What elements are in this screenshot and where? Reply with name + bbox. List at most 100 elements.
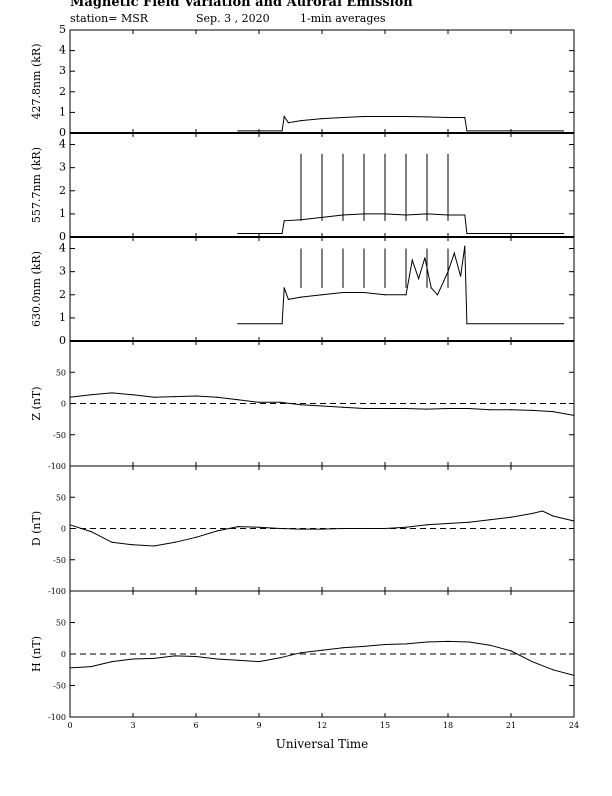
data-point xyxy=(531,660,533,663)
station-label: station= MSR xyxy=(70,12,149,25)
data-point xyxy=(464,245,466,247)
y-tick-label: 0 xyxy=(59,126,66,139)
data-point xyxy=(321,294,323,296)
data-point xyxy=(237,526,239,528)
y-tick-label: -100 xyxy=(48,587,66,596)
y-tick-label: 3 xyxy=(59,265,66,278)
data-point xyxy=(111,660,113,663)
data-point xyxy=(342,527,344,530)
data-point xyxy=(436,294,439,296)
data-point xyxy=(321,528,323,530)
y-tick-label: 0 xyxy=(59,230,66,243)
panel-3: 0 1 2 3 4 630.0nm (kR) xyxy=(30,236,575,347)
y-tick-label: 5 xyxy=(59,23,66,36)
data-point xyxy=(237,130,239,132)
data-point xyxy=(300,404,302,406)
series-line xyxy=(69,510,575,547)
data-point xyxy=(132,394,134,396)
data-point xyxy=(69,396,71,398)
x-tick-label: 21 xyxy=(506,721,516,730)
y-tick-label: 3 xyxy=(59,161,66,174)
data-point xyxy=(384,527,386,530)
data-point xyxy=(281,130,283,132)
x-axis-label: Universal Time xyxy=(276,737,369,751)
data-point xyxy=(510,516,512,518)
panel-6: -100 -50 0 50 H (nT) xyxy=(30,590,575,722)
x-tick-label: 9 xyxy=(256,721,261,730)
series-line xyxy=(238,246,564,325)
panel-frame xyxy=(69,29,575,134)
y-tick-label: 50 xyxy=(56,493,66,502)
data-point xyxy=(447,116,449,119)
data-point xyxy=(342,291,344,294)
panel-4: -100 -50 0 50 Z (nT) xyxy=(30,340,575,471)
data-point xyxy=(466,323,468,325)
data-point xyxy=(132,544,134,546)
data-point xyxy=(510,650,512,652)
data-point xyxy=(384,294,386,296)
data-point xyxy=(111,392,113,394)
y-tick-label: -100 xyxy=(48,713,66,722)
data-point xyxy=(405,294,407,296)
y-tick-label: 4 xyxy=(59,242,66,255)
data-point xyxy=(237,232,239,235)
y-tick-label: 2 xyxy=(59,288,66,301)
data-point xyxy=(464,116,466,119)
y-tick-label: -50 xyxy=(53,556,66,565)
data-point xyxy=(447,640,449,643)
data-point xyxy=(174,655,176,657)
data-point xyxy=(342,647,344,649)
data-point xyxy=(287,122,289,124)
data-point xyxy=(384,407,386,410)
data-point xyxy=(69,667,71,669)
data-point xyxy=(531,512,533,515)
data-point xyxy=(363,645,365,648)
y-axis-label: D (nT) xyxy=(30,511,43,546)
data-point xyxy=(287,298,289,300)
data-point xyxy=(321,117,323,120)
data-point xyxy=(300,296,302,298)
data-point xyxy=(153,545,155,547)
data-point xyxy=(531,409,533,411)
x-tick-label: 15 xyxy=(380,721,390,730)
x-tick-label: 3 xyxy=(130,721,135,730)
data-point xyxy=(460,275,462,277)
data-point xyxy=(321,405,323,407)
data-point xyxy=(510,409,512,411)
y-axis-label: H (nT) xyxy=(30,636,43,672)
date-label: Sep. 3 , 2020 xyxy=(196,12,270,25)
data-point xyxy=(237,659,239,661)
y-tick-label: 0 xyxy=(61,525,66,534)
data-point xyxy=(573,674,575,677)
series-line xyxy=(238,213,564,234)
y-tick-label: 4 xyxy=(59,138,66,151)
y-tick-label: 1 xyxy=(59,105,66,118)
data-point xyxy=(562,232,565,235)
y-axis-label: 630.0nm (kR) xyxy=(30,251,43,327)
x-tick-label: 0 xyxy=(67,721,72,730)
data-point xyxy=(466,232,468,235)
data-point xyxy=(363,115,365,118)
data-point xyxy=(466,130,468,132)
data-point xyxy=(69,524,71,526)
y-axis-label: Z (nT) xyxy=(30,386,43,420)
data-point xyxy=(363,291,365,294)
data-point xyxy=(363,527,365,530)
data-point xyxy=(279,657,281,659)
data-point xyxy=(283,287,285,289)
data-point xyxy=(283,220,285,222)
data-point xyxy=(283,115,285,118)
data-point xyxy=(430,287,432,289)
data-point xyxy=(90,666,92,668)
data-point xyxy=(90,531,92,533)
data-point xyxy=(279,527,281,530)
chart-title: Magnetic Field Variation and Auroral Emi… xyxy=(70,0,413,10)
y-tick-label: 3 xyxy=(59,64,66,77)
data-point xyxy=(573,520,575,522)
data-point xyxy=(195,395,197,397)
data-point xyxy=(426,116,428,118)
averaging-label: 1-min averages xyxy=(300,12,386,25)
data-point xyxy=(384,643,386,646)
data-point xyxy=(405,115,407,118)
